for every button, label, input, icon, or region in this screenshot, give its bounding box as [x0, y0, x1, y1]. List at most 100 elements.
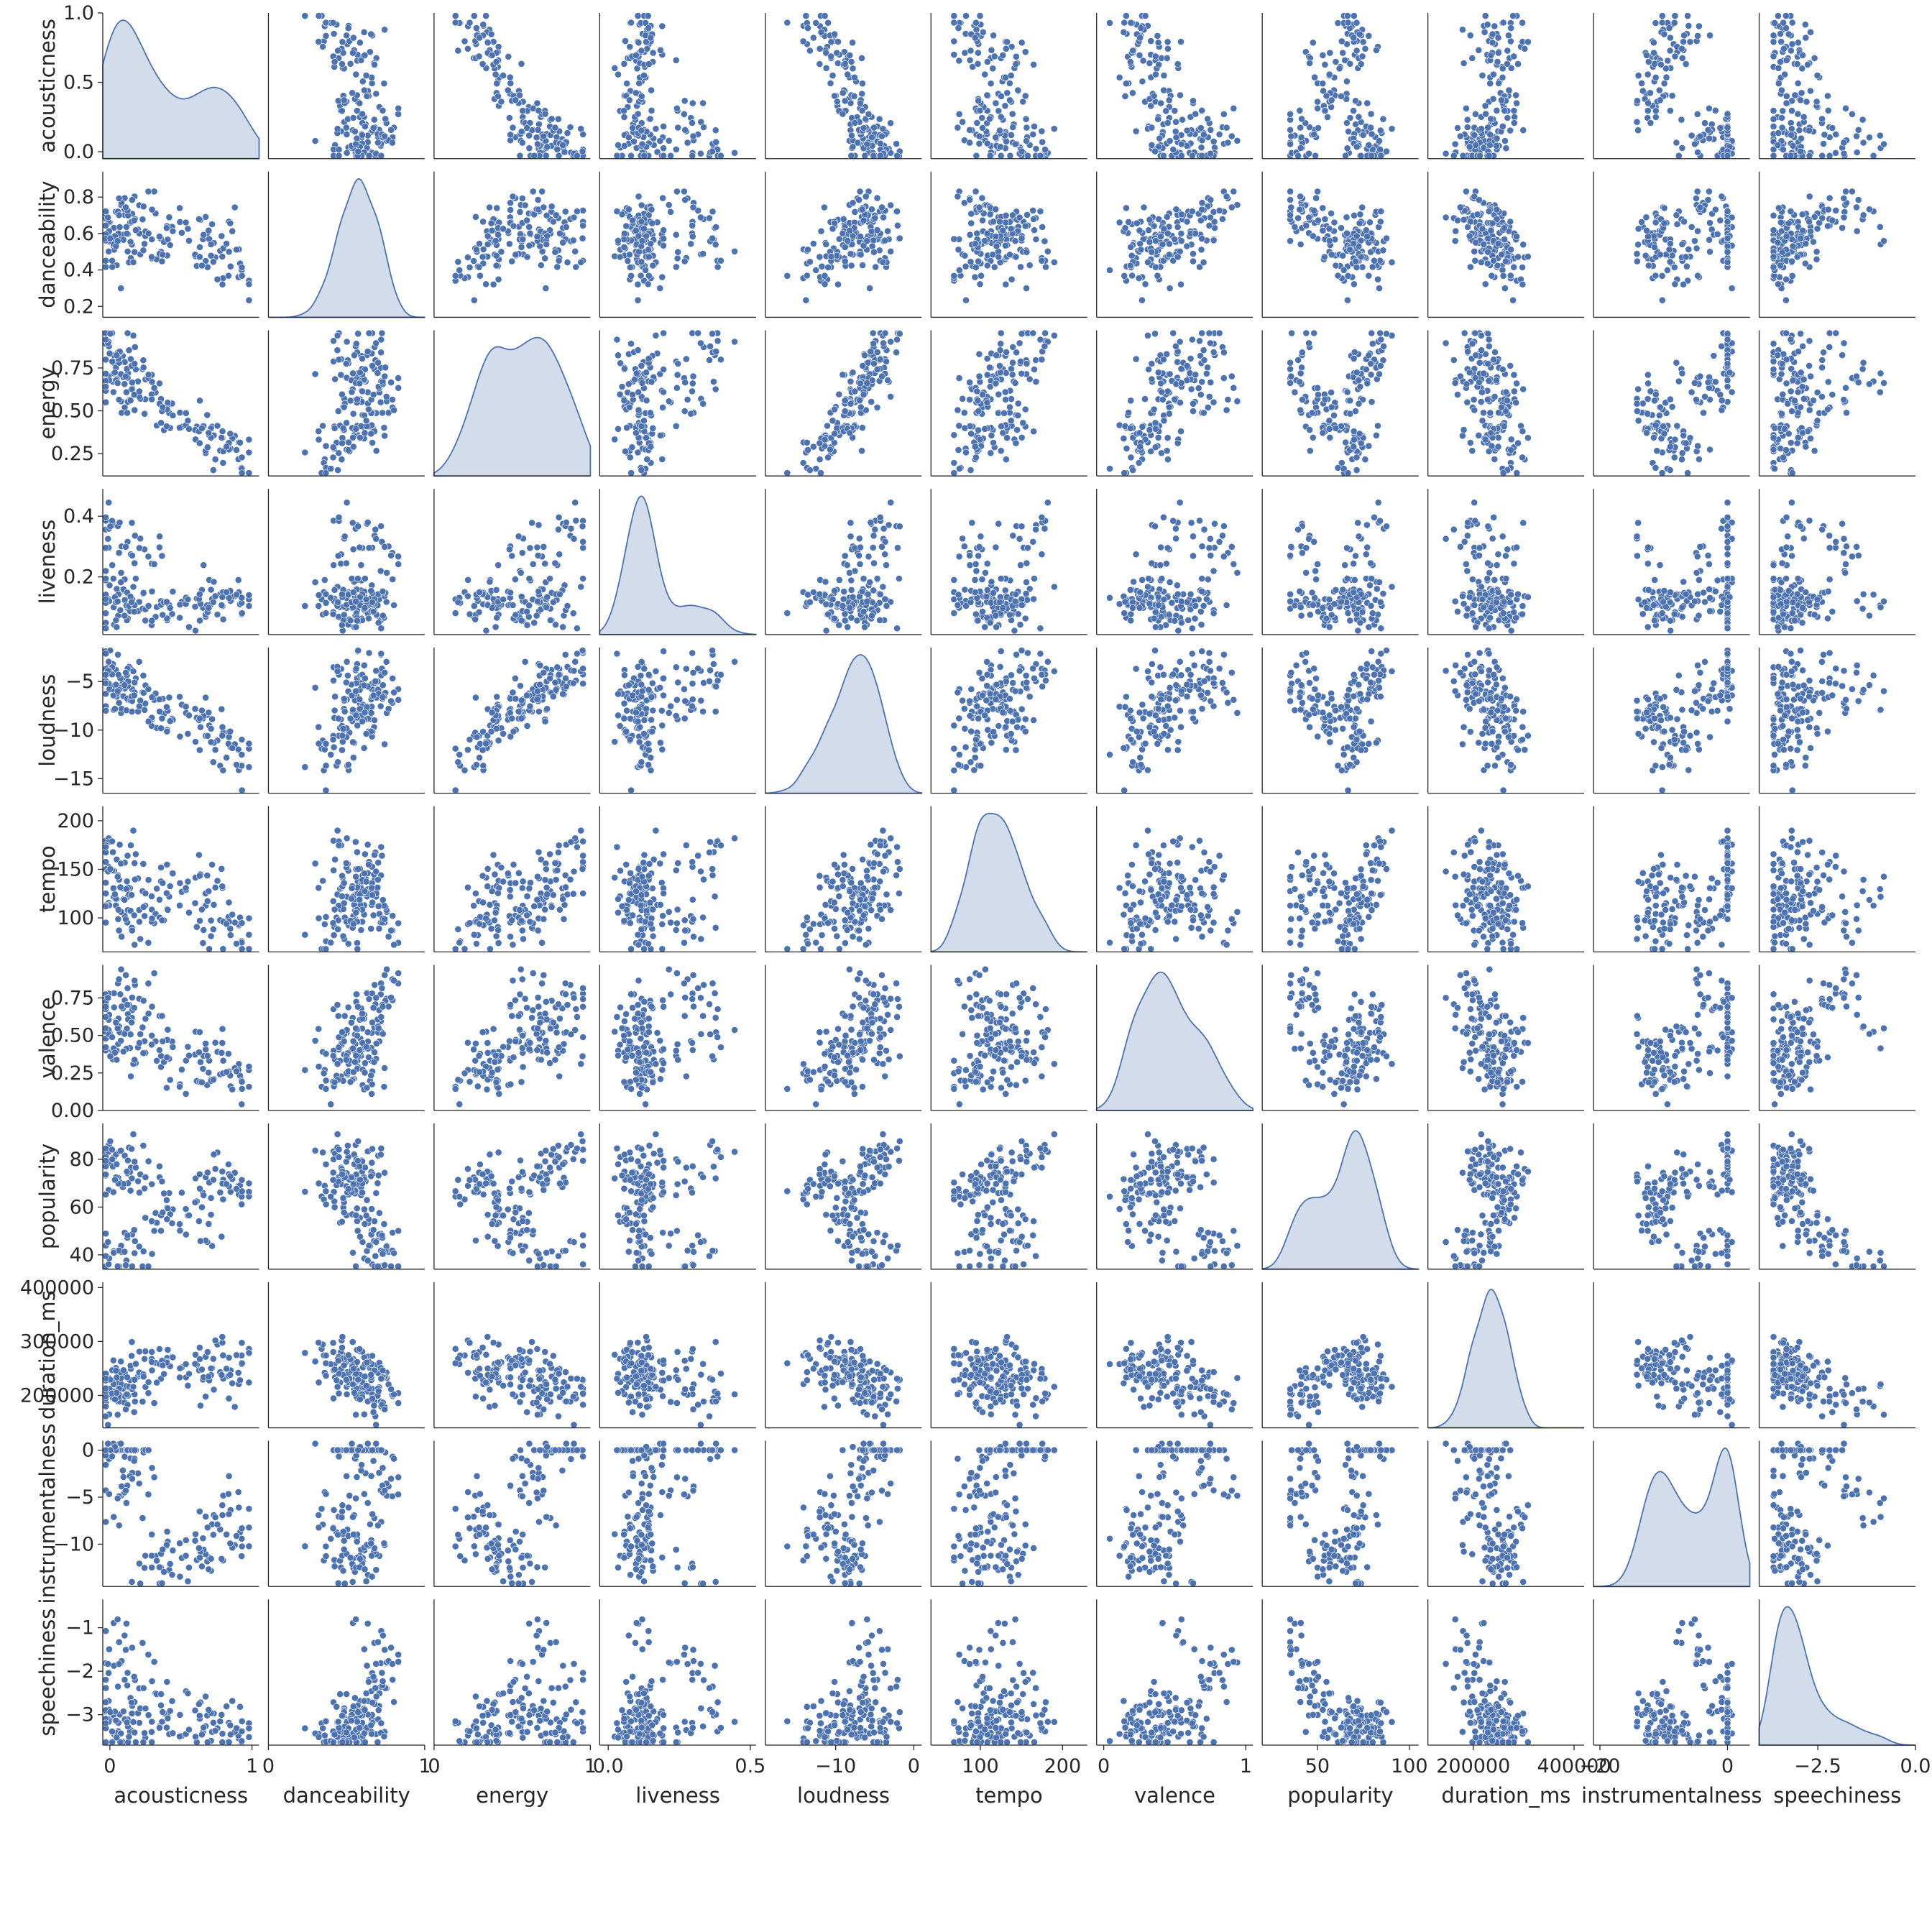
- point: [1668, 252, 1676, 259]
- point: [1135, 459, 1143, 466]
- point: [1319, 52, 1327, 59]
- point: [1339, 49, 1347, 57]
- point: [1160, 225, 1168, 233]
- point: [847, 152, 855, 160]
- point: [1806, 362, 1813, 369]
- point: [809, 240, 817, 247]
- point: [1177, 140, 1185, 148]
- point: [1724, 242, 1731, 250]
- point: [1157, 380, 1164, 387]
- point: [954, 406, 962, 414]
- point: [978, 272, 985, 280]
- point: [638, 126, 645, 134]
- point: [976, 436, 984, 443]
- point: [1787, 119, 1795, 126]
- point: [1002, 242, 1009, 249]
- point: [1328, 209, 1335, 217]
- point: [1788, 19, 1796, 27]
- point: [357, 56, 365, 64]
- point: [638, 47, 645, 55]
- point: [470, 296, 478, 304]
- point: [816, 60, 824, 68]
- point: [226, 430, 234, 438]
- point: [338, 107, 346, 115]
- point: [887, 201, 894, 209]
- point: [1200, 356, 1208, 364]
- point: [1187, 385, 1195, 393]
- point: [681, 188, 688, 196]
- point: [1106, 19, 1113, 27]
- point: [831, 430, 838, 438]
- point: [1343, 213, 1351, 221]
- point: [1502, 144, 1510, 152]
- point: [1840, 339, 1848, 347]
- point: [381, 432, 388, 440]
- point: [1470, 396, 1478, 403]
- point: [477, 272, 484, 280]
- point: [1342, 152, 1349, 160]
- point: [868, 134, 875, 142]
- point: [1680, 280, 1687, 288]
- point: [880, 339, 887, 347]
- y-axis-label: energy: [35, 367, 60, 439]
- point: [1344, 19, 1352, 27]
- point: [238, 272, 246, 280]
- point: [1718, 342, 1725, 350]
- point: [1123, 12, 1130, 19]
- point: [1036, 336, 1044, 344]
- point: [1701, 119, 1708, 127]
- point: [1463, 380, 1471, 388]
- point: [1785, 219, 1793, 227]
- point: [1018, 39, 1026, 47]
- point: [975, 203, 983, 211]
- point: [1367, 124, 1374, 132]
- point: [1298, 115, 1305, 123]
- point: [176, 204, 183, 212]
- point: [1675, 152, 1683, 160]
- point: [1373, 46, 1380, 54]
- point: [1634, 72, 1642, 79]
- point: [245, 280, 253, 288]
- point: [1230, 104, 1238, 112]
- point: [1487, 429, 1495, 437]
- point: [1506, 218, 1514, 226]
- y-axis-label: danceability: [35, 180, 60, 308]
- point: [102, 356, 110, 364]
- point: [338, 456, 346, 464]
- point: [1002, 218, 1010, 226]
- point: [689, 372, 697, 380]
- point: [1332, 424, 1340, 432]
- point: [847, 262, 855, 270]
- point: [1297, 193, 1305, 201]
- point: [148, 206, 156, 213]
- point: [1183, 218, 1191, 226]
- point: [1009, 359, 1016, 367]
- point: [1138, 78, 1146, 86]
- point: [472, 213, 479, 221]
- point: [1152, 70, 1159, 78]
- point: [1230, 188, 1238, 196]
- point: [205, 226, 213, 234]
- point: [731, 149, 738, 157]
- point: [1706, 236, 1713, 244]
- point: [1644, 58, 1652, 65]
- point: [1706, 32, 1714, 40]
- point: [1192, 229, 1200, 237]
- point: [697, 150, 704, 157]
- point: [1204, 115, 1211, 123]
- point: [1319, 80, 1327, 88]
- point: [1165, 410, 1173, 418]
- point: [866, 285, 873, 292]
- point: [1840, 150, 1848, 157]
- point: [1506, 126, 1514, 134]
- point: [1716, 124, 1724, 132]
- point: [1524, 253, 1532, 260]
- point: [1777, 30, 1784, 37]
- point: [169, 227, 177, 235]
- point: [1514, 60, 1522, 68]
- point: [245, 602, 253, 610]
- point: [1228, 203, 1236, 211]
- point: [1377, 208, 1385, 215]
- point: [1145, 226, 1152, 234]
- point: [1459, 26, 1466, 34]
